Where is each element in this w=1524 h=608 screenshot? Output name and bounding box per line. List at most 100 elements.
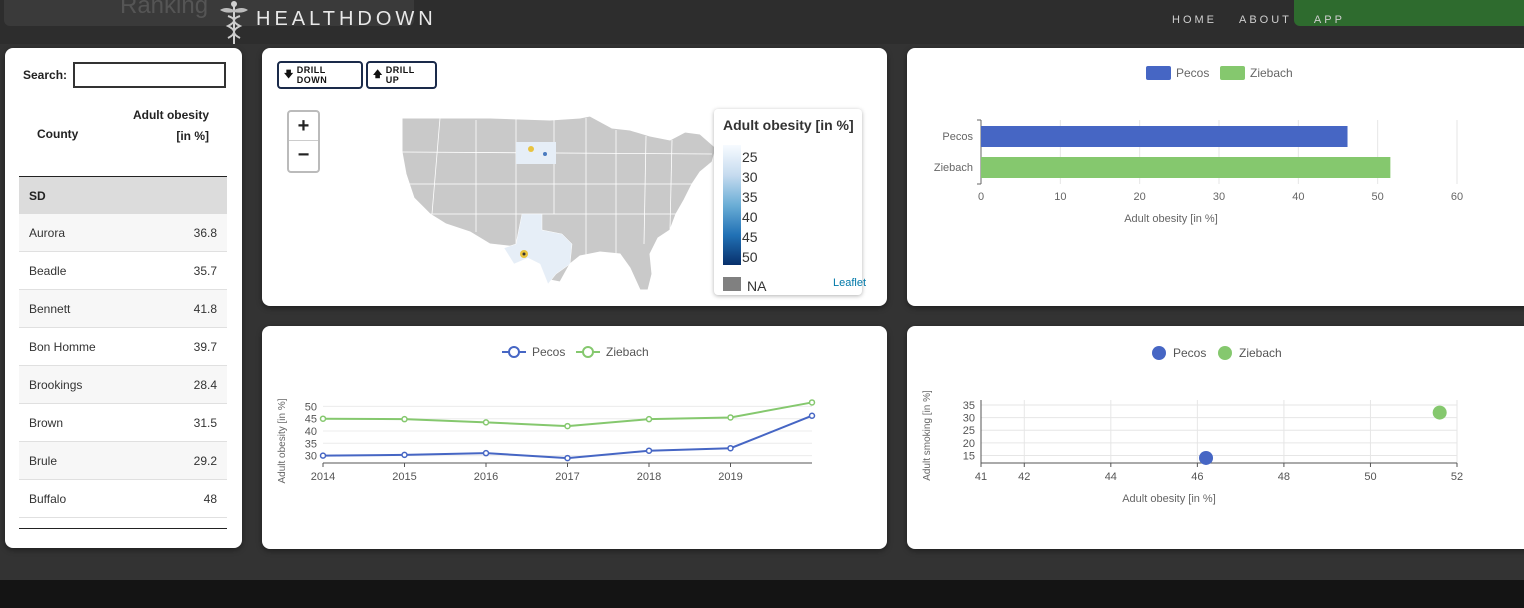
drill-down-button[interactable]: 🡇 DRILL DOWN: [277, 61, 363, 89]
x-tick-label: 50: [1372, 191, 1384, 203]
cell-county: Brookings: [29, 377, 83, 392]
brand-title[interactable]: HEALTHDOWN: [256, 8, 437, 30]
search-input[interactable]: [73, 62, 227, 88]
legend-tick: 45: [742, 229, 758, 245]
county-table-panel: Search: County Adult obesity [in %] SD A…: [5, 48, 242, 548]
cell-value: 39.7: [193, 339, 217, 354]
x-tick-label: 42: [1018, 471, 1030, 483]
x-tick-label: 10: [1054, 191, 1066, 203]
cell-county: Bon Homme: [29, 339, 96, 354]
y-axis-label: Adult obesity [in %]: [277, 398, 288, 483]
line-chart-panel: 30 35 40 45 50 2014 2015 2016 2017 2018 2019 Adult …: [262, 326, 887, 549]
table-row[interactable]: Buffalo 48: [19, 480, 227, 518]
legend-na-swatch: [723, 277, 741, 291]
legend-tick: 40: [742, 209, 758, 225]
nav-home[interactable]: HOME: [1172, 14, 1217, 26]
cell-county: Aurora: [29, 225, 66, 240]
drill-up-label: DRILL UP: [385, 65, 415, 85]
map-legend: Adult obesity [in %] 25 30 35 40 45 50 N…: [714, 109, 862, 295]
x-tick-label: 60: [1451, 191, 1463, 203]
cell-value: 35.7: [193, 263, 217, 278]
data-point-pecos: [727, 444, 734, 452]
legend-marker-pecos: [1152, 346, 1166, 360]
column-header-value[interactable]: Adult obesity [in %]: [132, 108, 209, 143]
bar-ziebach: [981, 157, 1391, 178]
table-row[interactable]: Bon Homme 39.7: [19, 328, 227, 366]
x-tick-label: 46: [1191, 471, 1203, 483]
footer: [0, 580, 1524, 608]
data-point-ziebach: [808, 399, 816, 406]
cell-county: Buffalo: [29, 491, 67, 506]
data-point-pecos: [808, 412, 816, 419]
x-axis-label: Adult obesity [in %]: [1122, 493, 1216, 505]
drill-up-button[interactable]: 🡅 DRILL UP: [366, 61, 437, 89]
cell-county: Bennett: [29, 301, 71, 316]
legend-tick: 35: [742, 189, 758, 205]
legend-title: Adult obesity [in %]: [723, 117, 854, 133]
bar-chart-panel: 0 10 20 30 40 50 60 Pecos Ziebach Adult obesity […: [907, 48, 1524, 306]
leaflet-attribution-link[interactable]: Leaflet: [833, 277, 867, 289]
y-tick-label: 15: [963, 450, 975, 462]
arrow-down-icon: 🡇: [284, 69, 294, 79]
x-tick-label: 44: [1105, 471, 1117, 483]
legend-swatch-ziebach: [1220, 66, 1245, 80]
table-row[interactable]: Brookings 28.4: [19, 366, 227, 404]
bar-pecos: [981, 126, 1348, 147]
y-category-label: Pecos: [942, 131, 973, 143]
map-panel: 🡇 DRILL DOWN 🡅 DRILL UP + − Adult obesit…: [262, 48, 887, 306]
table-row[interactable]: Aurora 36.8: [19, 214, 227, 252]
zoom-out-button[interactable]: −: [297, 144, 310, 166]
legend-tick: 30: [742, 169, 758, 185]
legend-na-label: NA: [747, 278, 767, 294]
table-bottom-border: [19, 528, 227, 529]
x-tick-label: 30: [1213, 191, 1225, 203]
legend-label: Pecos: [532, 345, 565, 359]
table-row[interactable]: Brule 29.2: [19, 442, 227, 480]
y-tick-label: 35: [305, 438, 317, 450]
x-axis-label: Adult obesity [in %]: [1124, 213, 1218, 225]
nav-app[interactable]: APP: [1313, 14, 1345, 26]
search-label: Search:: [23, 68, 68, 82]
table-row[interactable]: Bennett 41.8: [19, 290, 227, 328]
legend-label: Pecos: [1173, 346, 1206, 360]
data-point-ziebach: [401, 415, 408, 423]
zoom-control: + −: [287, 110, 320, 173]
cell-value: 41.8: [193, 301, 217, 316]
nav-about[interactable]: ABOUT: [1239, 14, 1292, 26]
legend-marker-ziebach: [1218, 346, 1232, 360]
x-tick-label: 52: [1451, 471, 1463, 483]
x-tick-label: 41: [975, 471, 987, 483]
background-ghost-panel: Ranking: [4, 0, 414, 26]
scatter-point-ziebach: [1432, 405, 1447, 420]
top-navbar: Ranking HEALTHDOWN HOME ABOUT APP: [0, 0, 1524, 46]
x-tick-label: 0: [978, 191, 984, 203]
x-tick-label: 50: [1364, 471, 1376, 483]
x-tick-label: 20: [1134, 191, 1146, 203]
column-header-county[interactable]: County: [37, 127, 79, 141]
table-row[interactable]: Brown 31.5: [19, 404, 227, 442]
legend-label: Ziebach: [1250, 66, 1293, 80]
nav-links: HOME ABOUT APP: [1172, 14, 1345, 26]
y-tick-label: 35: [963, 400, 975, 412]
data-point-pecos: [319, 452, 327, 459]
background-ghost-button: [1294, 0, 1524, 26]
data-point-pecos: [645, 447, 653, 454]
y-tick-label: 25: [963, 425, 975, 437]
y-tick-label: 45: [305, 414, 317, 426]
caduceus-icon[interactable]: [216, 0, 252, 46]
legend-gradient: [723, 145, 741, 265]
search-row: Search:: [23, 62, 227, 88]
scatter-point-pecos: [1199, 450, 1214, 465]
group-row[interactable]: SD: [19, 177, 227, 214]
x-tick-label: 2018: [637, 471, 661, 483]
y-category-label: Ziebach: [934, 162, 973, 174]
cell-county: Brown: [29, 415, 64, 430]
legend-label: Ziebach: [606, 345, 649, 359]
cell-value: 48: [203, 491, 217, 506]
zoom-in-button[interactable]: +: [289, 112, 318, 141]
table-row[interactable]: Beadle 35.7: [19, 252, 227, 290]
x-tick-label: 48: [1278, 471, 1290, 483]
us-choropleth-map[interactable]: [400, 114, 720, 296]
legend-label: Ziebach: [1239, 346, 1282, 360]
